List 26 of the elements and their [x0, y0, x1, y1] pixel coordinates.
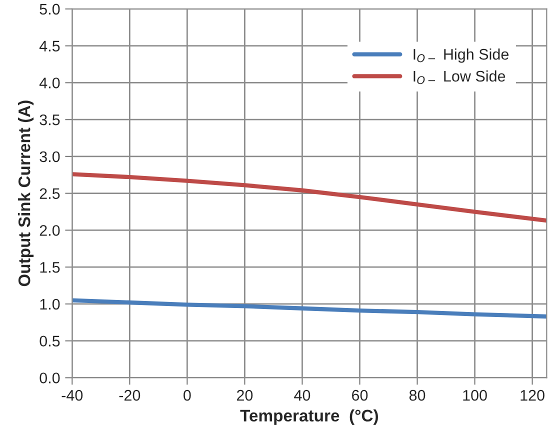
x-axis-title: Temperature (°C) [240, 409, 378, 425]
y-tick-label: 0.5 [40, 336, 60, 347]
y-tick-label: 5.0 [40, 4, 60, 15]
x-tick-label: -40 [62, 390, 83, 401]
x-tick-label: -20 [119, 390, 140, 401]
y-tick-label: 1.5 [40, 262, 60, 273]
legend-label: I$_{O−}$ High Side [414, 48, 508, 63]
line-series [72, 298, 547, 319]
y-tick-label: 4.0 [39, 78, 60, 88]
y-tick-label: 1.0 [40, 298, 60, 310]
y-tick-label: 2.5 [40, 188, 60, 200]
y-tick-label: 4.5 [39, 40, 60, 52]
x-tick-label: 60 [352, 390, 368, 401]
y-tick-label: 0.0 [40, 372, 60, 384]
y-tick-label: 3.5 [40, 114, 60, 126]
y-tick-label: 2.0 [40, 225, 60, 236]
legend-label: I$_{O−}$ Low Side [414, 70, 506, 84]
y-axis-title: Output Sink Current (A) [18, 100, 34, 286]
x-tick-label: 40 [294, 390, 310, 401]
x-tick-label: 100 [463, 390, 487, 401]
line-series [72, 172, 547, 223]
x-tick-label: 120 [520, 390, 544, 401]
x-tick-label: 0 [184, 390, 191, 401]
x-tick-label: 80 [409, 390, 426, 401]
x-tick-label: 20 [236, 390, 253, 401]
y-tick-label: 3.0 [40, 151, 60, 162]
